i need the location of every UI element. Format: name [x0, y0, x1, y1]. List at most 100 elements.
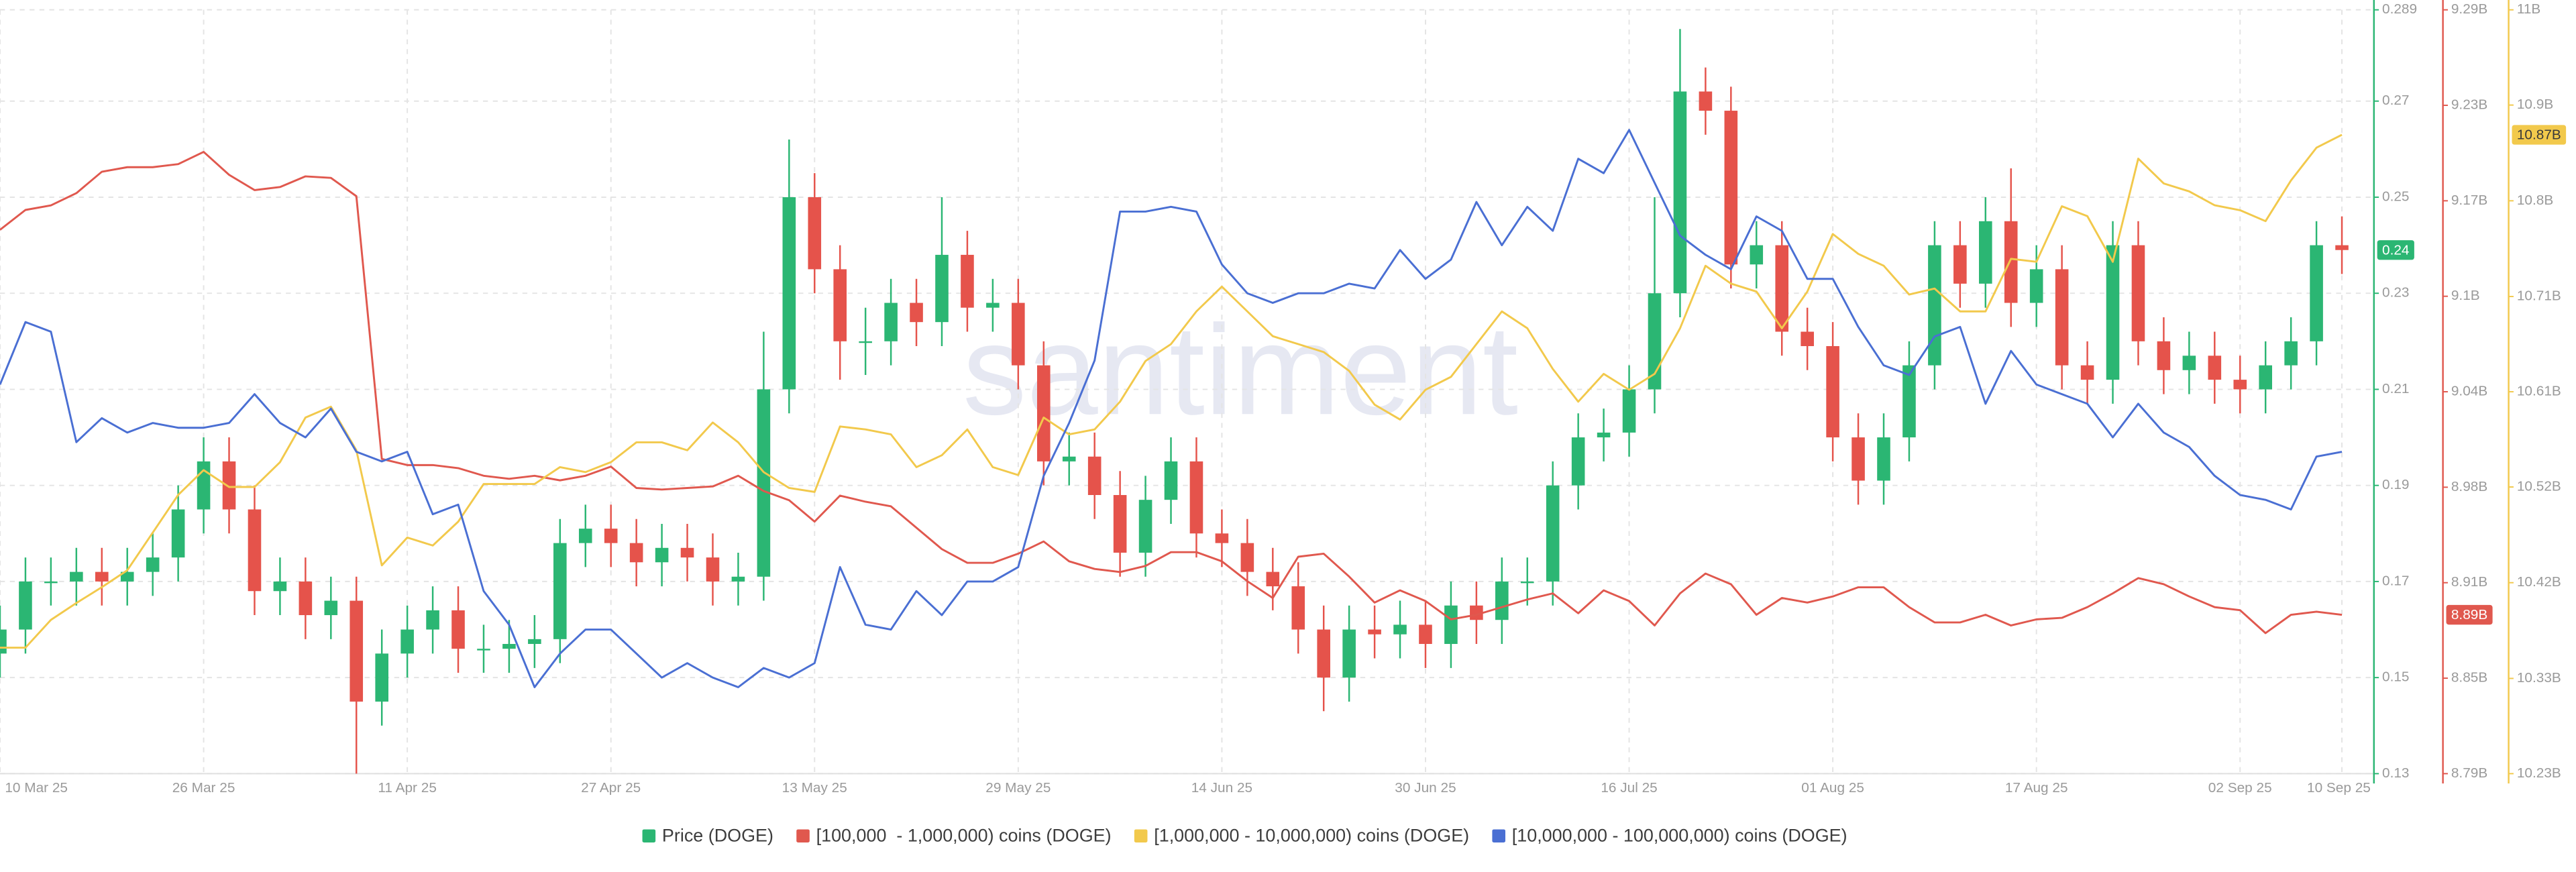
candle-body	[2259, 365, 2272, 390]
y-tick-label: 10.61B	[2517, 384, 2561, 399]
candle-body	[1291, 586, 1305, 630]
y-tick-label: 0.25	[2382, 188, 2409, 204]
y-tick-label: 10.8B	[2517, 193, 2553, 208]
candle-body	[2004, 221, 2018, 303]
candle-body	[961, 254, 974, 308]
candle-body	[248, 509, 262, 592]
candle-body	[1189, 461, 1203, 534]
y-tick-label: 0.289	[2382, 1, 2417, 17]
y-tick-label: 9.29B	[2451, 1, 2487, 17]
candle-body	[1036, 365, 1051, 461]
candle-body	[680, 547, 694, 558]
candle-body	[1520, 581, 1534, 584]
candle-body	[935, 254, 949, 323]
candle-body	[1317, 629, 1330, 678]
x-tick-label: 02 Sep 25	[2208, 780, 2272, 796]
candle-body	[222, 461, 236, 510]
y-tick-label: 10.33B	[2517, 670, 2561, 686]
candle-body	[171, 509, 185, 558]
y-tick-label: 8.91B	[2451, 574, 2487, 590]
candle-body	[1342, 629, 1356, 678]
y-tick-label: 0.19	[2382, 477, 2409, 492]
x-tick-label: 14 Jun 25	[1191, 780, 1252, 796]
legend-marker	[1134, 829, 1148, 843]
last-value-label: 8.89B	[2451, 607, 2487, 622]
series-line	[0, 151, 2343, 635]
candle-body	[120, 571, 134, 582]
candle-body	[1622, 389, 1636, 433]
candle-body	[808, 197, 822, 270]
candle-body	[2182, 356, 2196, 370]
y-tick-label: 10.42B	[2517, 574, 2561, 590]
candle-body	[2208, 356, 2222, 380]
candle-body	[350, 600, 364, 702]
series-line	[0, 133, 2343, 649]
y-tick-label: 9.23B	[2451, 97, 2487, 113]
candle-body	[1495, 581, 1509, 620]
candle-body	[1801, 331, 1814, 346]
y-tick-label: 11B	[2517, 1, 2540, 17]
series-line	[0, 129, 2343, 688]
candle-body	[1851, 437, 1865, 481]
candle-body	[1724, 111, 1738, 265]
candle-body	[1138, 500, 1152, 553]
legend-label: [1,000,000 - 10,000,000) coins (DOGE)	[1154, 826, 1469, 846]
candle-body	[1215, 533, 1229, 543]
y-tick-label: 0.21	[2382, 381, 2409, 396]
candle-body	[0, 629, 7, 654]
legend-marker	[796, 829, 810, 843]
candle-body	[70, 571, 83, 582]
candle-body	[1978, 221, 1992, 284]
y-tick-label: 9.04B	[2451, 384, 2487, 399]
candle-body	[2157, 341, 2171, 370]
y-tick-label: 8.98B	[2451, 479, 2487, 494]
x-tick-label: 17 Aug 25	[2005, 780, 2068, 796]
y-tick-label: 0.15	[2382, 669, 2409, 685]
candle-body	[95, 571, 109, 582]
candle-body	[1444, 605, 1458, 645]
y-tick-label: 8.85B	[2451, 670, 2487, 686]
candle-body	[833, 269, 847, 341]
y-tick-label: 10.52B	[2517, 478, 2561, 494]
candle-body	[426, 610, 439, 630]
candle-body	[655, 547, 669, 563]
y-tick-label: 10.71B	[2517, 288, 2561, 304]
y-tick-label: 8.79B	[2451, 765, 2487, 781]
candle-body	[986, 303, 1000, 308]
candle-body	[44, 581, 58, 584]
y-tick-label: 9.1B	[2451, 288, 2480, 303]
x-tick-label: 01 Aug 25	[1801, 780, 1864, 796]
x-tick-label: 10 Mar 25	[5, 780, 68, 796]
legend-label: Price (DOGE)	[662, 826, 773, 846]
y-tick-label: 0.13	[2382, 765, 2409, 781]
candle-body	[1266, 571, 1280, 587]
y-tick-label: 0.23	[2382, 285, 2409, 301]
y-tick-label: 10.9B	[2517, 97, 2553, 112]
candle-body	[528, 639, 541, 645]
candle-body	[1902, 365, 1916, 438]
candle-body	[299, 581, 313, 616]
candle-body	[1571, 437, 1585, 486]
candle-body	[2029, 269, 2043, 303]
candle-body	[502, 644, 516, 649]
legend-marker	[1492, 829, 1505, 843]
candle-body	[19, 581, 32, 630]
candle-body	[2055, 269, 2069, 366]
candle-body	[400, 629, 414, 654]
candle-body	[375, 653, 388, 702]
candle-body	[1393, 624, 1407, 635]
candle-body	[1750, 245, 1764, 265]
candle-body	[1928, 245, 1941, 366]
candle-body	[2106, 245, 2120, 380]
last-value-box	[2446, 604, 2493, 625]
candle-body	[477, 649, 490, 651]
x-tick-label: 29 May 25	[985, 780, 1051, 796]
candle-body	[1062, 456, 1076, 461]
candle-body	[146, 557, 160, 572]
legend-label: [10,000,000 - 100,000,000) coins (DOGE)	[1512, 826, 1847, 846]
x-tick-label: 13 May 25	[782, 780, 847, 796]
candle-body	[1113, 495, 1127, 553]
